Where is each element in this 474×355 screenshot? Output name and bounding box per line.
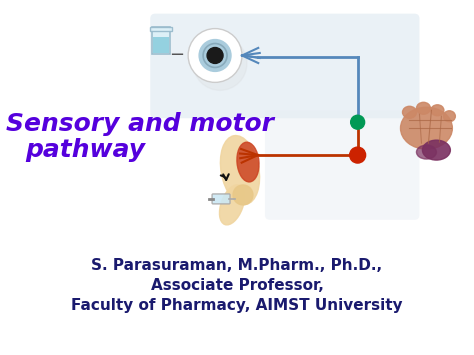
Ellipse shape (402, 106, 417, 118)
Circle shape (351, 115, 365, 129)
FancyBboxPatch shape (152, 27, 170, 54)
Ellipse shape (431, 105, 444, 116)
Text: Sensory and motor: Sensory and motor (6, 112, 273, 136)
Ellipse shape (417, 145, 437, 159)
Text: Faculty of Pharmacy, AIMST University: Faculty of Pharmacy, AIMST University (71, 297, 403, 312)
Ellipse shape (220, 136, 260, 204)
Text: −: − (170, 47, 185, 65)
Ellipse shape (401, 107, 452, 149)
Text: pathway: pathway (26, 138, 146, 162)
FancyBboxPatch shape (150, 13, 419, 118)
FancyBboxPatch shape (150, 27, 172, 31)
Ellipse shape (237, 142, 259, 182)
Circle shape (350, 147, 365, 163)
FancyBboxPatch shape (212, 194, 230, 204)
Circle shape (233, 185, 253, 205)
Circle shape (188, 29, 242, 82)
Circle shape (207, 48, 223, 64)
Ellipse shape (219, 185, 245, 225)
Text: S. Parasuraman, M.Pharm., Ph.D.,: S. Parasuraman, M.Pharm., Ph.D., (91, 258, 383, 273)
Circle shape (193, 37, 247, 90)
FancyBboxPatch shape (265, 110, 419, 220)
Ellipse shape (422, 140, 450, 160)
Circle shape (199, 39, 231, 71)
Ellipse shape (417, 102, 430, 114)
Text: Associate Professor,: Associate Professor, (151, 278, 323, 293)
FancyBboxPatch shape (153, 37, 169, 54)
Ellipse shape (443, 111, 456, 122)
